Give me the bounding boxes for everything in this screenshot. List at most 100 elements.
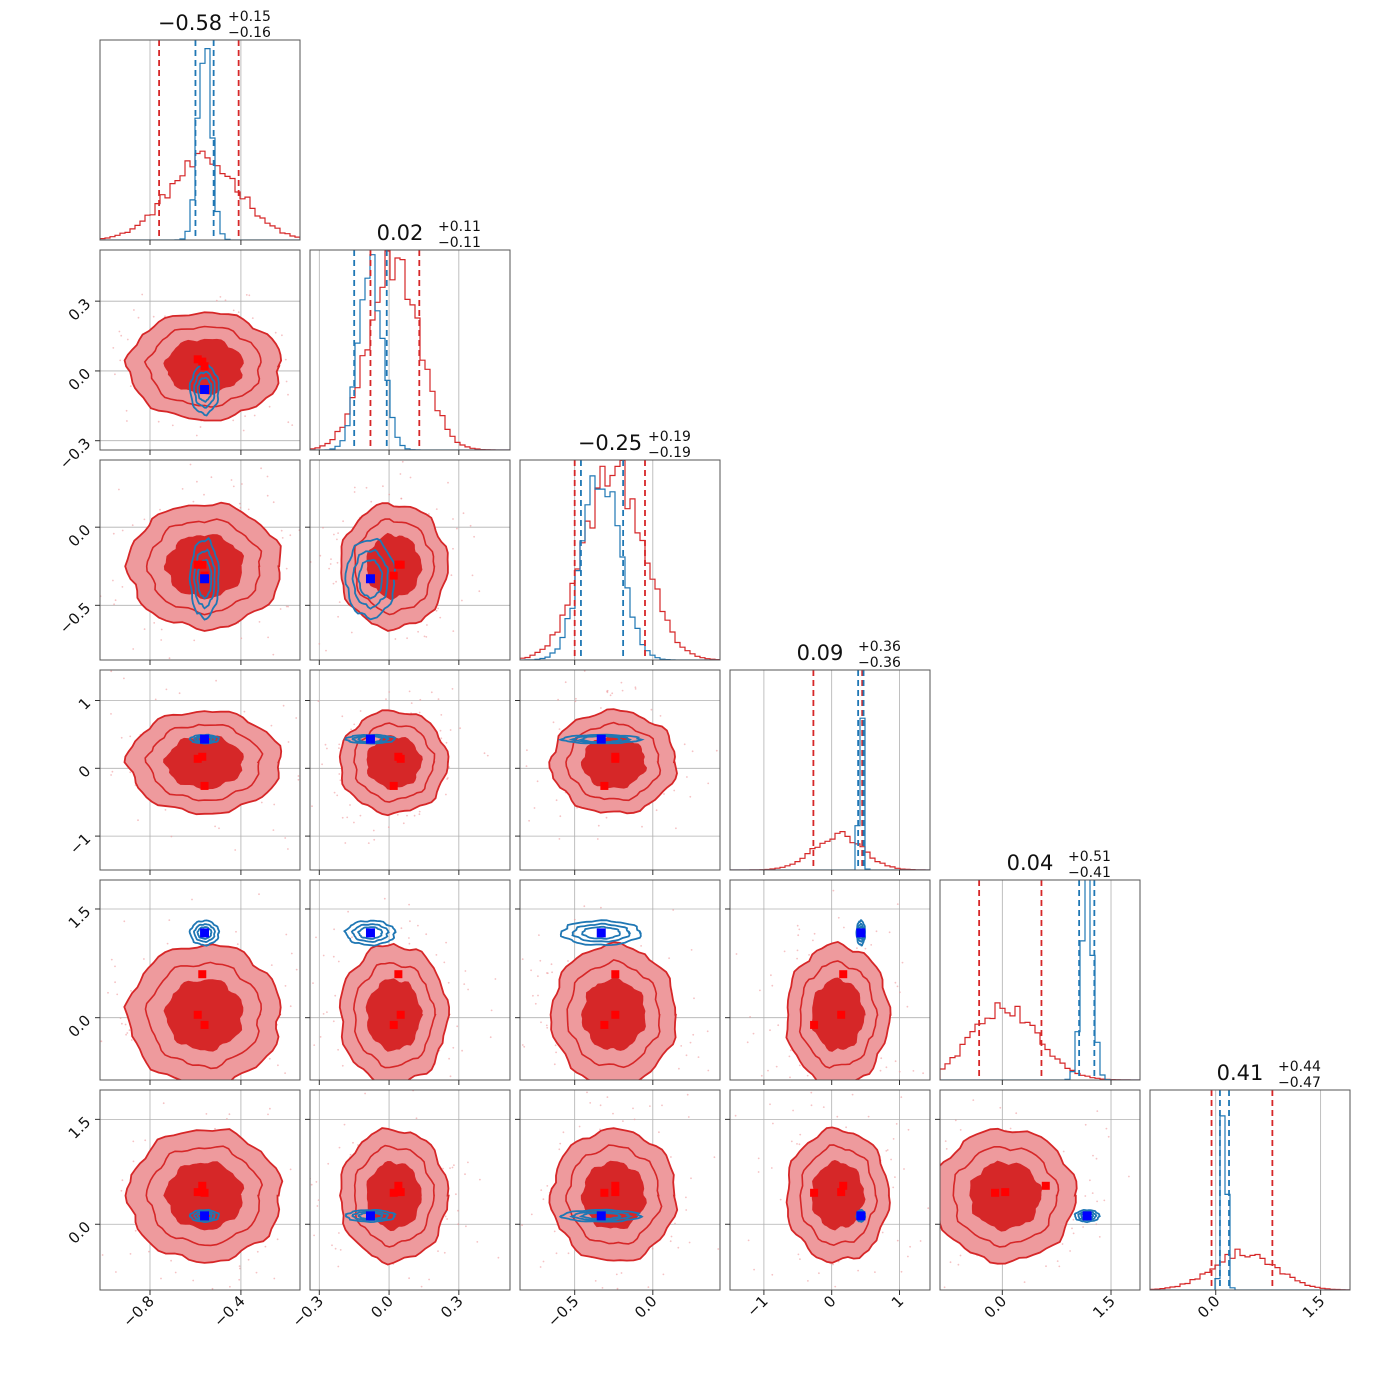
sample-point <box>132 648 135 650</box>
sample-point <box>669 1240 672 1243</box>
sample-point <box>280 529 283 532</box>
sample-point <box>428 513 430 515</box>
sample-point <box>326 1011 328 1013</box>
title-lower-error: −0.19 <box>648 445 691 461</box>
sample-point <box>174 1271 177 1274</box>
sample-point <box>241 483 243 485</box>
sample-point <box>292 1187 294 1189</box>
sample-point <box>121 529 124 532</box>
panel-plot-area <box>292 1090 510 1303</box>
sample-point <box>464 1173 466 1176</box>
sample-point <box>881 1231 884 1234</box>
sample-point <box>287 741 290 743</box>
sample-point <box>789 1049 792 1052</box>
red-histogram <box>310 250 510 450</box>
sample-point <box>276 1238 279 1241</box>
sample-point <box>717 1248 720 1250</box>
sample-point <box>533 807 536 809</box>
sample-point <box>110 713 112 715</box>
sample-point <box>139 1095 141 1097</box>
sample-point <box>788 1096 790 1098</box>
sample-point <box>685 1054 688 1057</box>
sample-point <box>555 1252 558 1255</box>
sample-point <box>517 1113 519 1115</box>
sample-point <box>936 1252 938 1254</box>
sample-point <box>337 1265 340 1268</box>
panel-plot-area <box>730 1090 930 1290</box>
sample-point <box>317 611 319 613</box>
sample-point <box>385 698 387 700</box>
sample-point <box>503 748 505 750</box>
sample-point <box>867 1115 870 1118</box>
sample-point <box>821 1098 823 1100</box>
sample-point <box>818 1272 820 1275</box>
y-tick-label: −0.5 <box>56 599 94 637</box>
sample-point <box>322 1013 325 1015</box>
sample-point <box>842 1083 844 1085</box>
truth-red-marker <box>991 1188 1000 1197</box>
sample-point <box>428 1278 430 1281</box>
sample-point <box>896 1239 899 1242</box>
sample-point <box>219 296 222 298</box>
sample-point <box>418 711 421 714</box>
sample-point <box>673 789 676 792</box>
sample-point <box>284 985 287 987</box>
y-tick-label: −0.3 <box>56 434 94 472</box>
sample-point <box>515 730 517 732</box>
sample-point <box>564 681 567 684</box>
sample-point <box>285 753 287 755</box>
sample-point <box>775 1065 778 1068</box>
sample-point <box>114 599 117 602</box>
sample-point <box>449 1075 452 1078</box>
sample-point <box>336 538 338 541</box>
sample-point <box>338 773 341 775</box>
sample-point <box>214 1127 216 1130</box>
blue-contour-2 <box>356 926 384 940</box>
sample-point <box>957 1346 959 1348</box>
sample-point <box>285 933 288 936</box>
sample-point <box>420 1301 422 1303</box>
title-upper-error: +0.19 <box>648 429 691 445</box>
sample-point <box>450 574 453 577</box>
sample-point <box>606 689 609 692</box>
panel-0-0: −0.58 +0.15−0.16 <box>99 9 301 245</box>
sample-point <box>954 1119 957 1122</box>
sample-point <box>1095 1223 1098 1226</box>
blue-contour-1 <box>351 548 390 610</box>
sample-point <box>752 1032 755 1035</box>
sample-point <box>672 909 675 911</box>
sample-point <box>444 1215 447 1218</box>
sample-point <box>622 1120 624 1122</box>
sample-point <box>268 405 271 408</box>
truth-red-marker <box>200 781 209 790</box>
sample-point <box>333 928 335 931</box>
sample-point <box>655 809 658 812</box>
truth-red-marker <box>1041 1181 1050 1190</box>
panel-plot-area <box>310 880 510 1080</box>
sample-point <box>303 1084 305 1086</box>
sample-point <box>130 1039 133 1041</box>
sample-point <box>797 1253 800 1256</box>
sample-point <box>1107 1135 1110 1138</box>
x-tick-label: 0.0 <box>1194 1292 1224 1322</box>
sample-point <box>338 743 341 746</box>
x-tick-label: 1.5 <box>1089 1292 1119 1322</box>
sample-point <box>124 1023 127 1026</box>
panel-3-2 <box>500 669 721 875</box>
sample-point <box>336 561 339 564</box>
title-lower-error: −0.47 <box>1278 1075 1321 1091</box>
sample-point <box>810 1084 812 1086</box>
sample-point <box>505 776 507 778</box>
panel-plot-area <box>520 1090 720 1290</box>
sample-point <box>346 816 349 819</box>
blue-histogram <box>1150 1115 1350 1290</box>
sample-point <box>500 781 502 783</box>
sample-point <box>1064 1293 1066 1295</box>
sample-point <box>661 1104 663 1107</box>
sample-point <box>634 686 637 689</box>
sample-point <box>798 1064 801 1067</box>
sample-point <box>558 1148 561 1151</box>
sample-point <box>798 928 801 931</box>
sample-point <box>195 434 198 437</box>
sample-point <box>688 1241 691 1244</box>
